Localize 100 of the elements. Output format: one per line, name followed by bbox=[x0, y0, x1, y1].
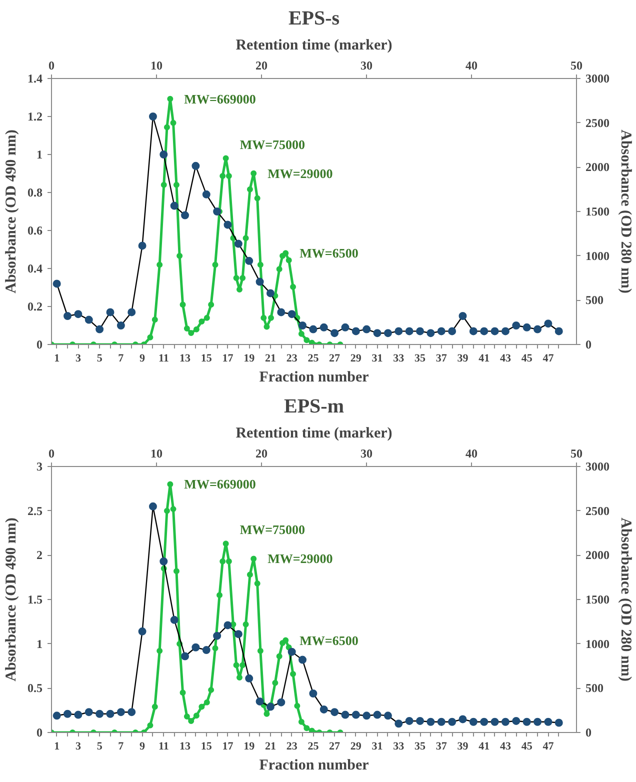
y-axis-title: Absorbance (OD 490 nm) bbox=[4, 130, 20, 294]
point bbox=[266, 702, 274, 711]
point bbox=[469, 718, 478, 726]
point bbox=[240, 662, 246, 668]
point bbox=[160, 557, 168, 566]
point bbox=[152, 704, 158, 710]
point bbox=[173, 182, 180, 188]
point bbox=[216, 592, 223, 598]
point bbox=[512, 322, 520, 330]
point bbox=[181, 652, 190, 660]
y2-tick-label: 1500 bbox=[586, 204, 610, 218]
point bbox=[192, 643, 200, 652]
x-tick-label: 45 bbox=[521, 740, 533, 752]
point bbox=[341, 710, 350, 719]
point bbox=[208, 302, 214, 308]
x2-axis-title: Retention time (marker) bbox=[236, 426, 392, 442]
point bbox=[213, 632, 222, 640]
x-tick-label: 21 bbox=[264, 352, 276, 364]
x-tick-label: 35 bbox=[414, 740, 426, 752]
annotation: MW=29000 bbox=[268, 551, 333, 566]
point bbox=[554, 718, 563, 727]
point bbox=[256, 697, 264, 706]
point bbox=[167, 96, 174, 102]
y-tick-label: 1.4 bbox=[28, 72, 42, 86]
point bbox=[242, 235, 249, 242]
point bbox=[164, 508, 170, 514]
y2-tick-label: 3000 bbox=[586, 72, 610, 86]
x-tick-label: 41 bbox=[478, 740, 490, 752]
x2-axis-title: Retention time (marker) bbox=[236, 38, 392, 54]
point bbox=[426, 718, 435, 726]
point bbox=[128, 708, 136, 716]
x-tick-label: 17 bbox=[222, 352, 234, 364]
point bbox=[204, 314, 210, 321]
point bbox=[167, 481, 174, 488]
y-tick-label: 2.5 bbox=[28, 504, 42, 518]
point bbox=[362, 712, 371, 720]
x-tick-label: 17 bbox=[222, 740, 234, 752]
point bbox=[437, 327, 446, 336]
point bbox=[554, 327, 563, 336]
point bbox=[405, 716, 414, 725]
point bbox=[298, 330, 304, 337]
point bbox=[52, 280, 61, 288]
point bbox=[188, 718, 194, 724]
point bbox=[522, 718, 531, 726]
y-tick-label: 0.8 bbox=[28, 186, 42, 200]
point bbox=[257, 262, 264, 268]
point bbox=[184, 326, 190, 332]
annotation: MW=75000 bbox=[240, 136, 306, 152]
point bbox=[188, 330, 194, 336]
x-tick-label: 33 bbox=[393, 740, 405, 752]
y-tick-label: 1 bbox=[36, 636, 42, 651]
x2-tick-label: 30 bbox=[360, 58, 372, 72]
x-tick-label: 15 bbox=[200, 740, 212, 752]
point bbox=[308, 728, 315, 732]
x-tick-label: 13 bbox=[180, 352, 192, 364]
point bbox=[234, 630, 242, 638]
point bbox=[250, 170, 257, 176]
point bbox=[298, 718, 304, 725]
point bbox=[52, 712, 61, 720]
annotation: MW=669000 bbox=[184, 91, 256, 106]
point bbox=[193, 712, 200, 719]
x-tick-label: 47 bbox=[542, 740, 554, 752]
y-axis-title: Absorbance (OD 490 nm) bbox=[4, 518, 20, 682]
point bbox=[320, 705, 328, 714]
x2-tick-label: 50 bbox=[570, 446, 582, 460]
point bbox=[233, 662, 240, 668]
x-tick-label: 7 bbox=[118, 352, 124, 364]
chart-title: EPS-m bbox=[284, 396, 344, 418]
y2-tick-label: 2500 bbox=[586, 504, 610, 518]
point bbox=[250, 556, 257, 562]
y2-tick-label: 1500 bbox=[586, 592, 610, 606]
point bbox=[234, 240, 242, 248]
y-tick-label: 0.5 bbox=[28, 681, 42, 696]
point bbox=[64, 710, 72, 718]
y2-tick-label: 0 bbox=[586, 338, 592, 352]
annotation: MW=75000 bbox=[240, 522, 306, 538]
point bbox=[212, 262, 218, 268]
x-tick-label: 31 bbox=[372, 352, 383, 364]
point bbox=[160, 182, 167, 188]
point bbox=[308, 340, 315, 344]
y2-axis-title: Absorbance (OD 280 nm) bbox=[618, 130, 634, 294]
y2-tick-label: 0 bbox=[586, 726, 592, 740]
x2-tick-label: 20 bbox=[256, 58, 268, 72]
point bbox=[222, 155, 229, 162]
annotation: MW=6500 bbox=[300, 246, 358, 261]
y2-tick-label: 3000 bbox=[586, 460, 610, 474]
point bbox=[148, 112, 157, 120]
annotation: MW=669000 bbox=[184, 476, 256, 492]
point bbox=[288, 648, 296, 656]
point bbox=[198, 318, 205, 324]
point bbox=[176, 252, 183, 259]
x-tick-label: 3 bbox=[75, 740, 82, 752]
point bbox=[236, 674, 242, 681]
point bbox=[416, 716, 424, 725]
point bbox=[106, 308, 114, 316]
x-tick-label: 21 bbox=[264, 740, 276, 752]
x-tick-label: 15 bbox=[200, 352, 212, 364]
annotation: MW=6500 bbox=[300, 632, 358, 648]
point bbox=[282, 637, 289, 644]
y2-tick-label: 500 bbox=[586, 293, 604, 308]
